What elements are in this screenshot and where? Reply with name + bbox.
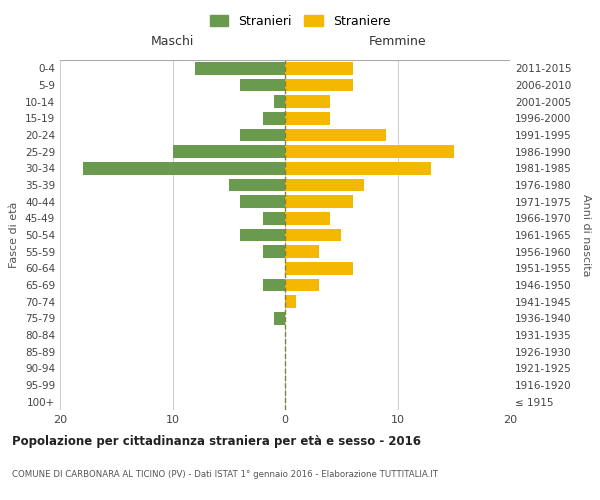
Bar [274,96,285,108]
Bar [263,212,285,224]
Bar [285,262,353,274]
Bar [285,146,454,158]
Bar [195,62,285,74]
Bar [173,146,285,158]
Bar [240,229,285,241]
Bar [240,79,285,92]
Bar [285,179,364,192]
Bar [285,229,341,241]
Bar [263,246,285,258]
Bar [285,112,330,124]
Bar [285,96,330,108]
Bar [240,129,285,141]
Bar [285,296,296,308]
Y-axis label: Fasce di età: Fasce di età [10,202,19,268]
Text: Femmine: Femmine [368,36,427,49]
Bar [83,162,285,174]
Bar [285,79,353,92]
Bar [263,112,285,124]
Bar [274,312,285,324]
Text: Maschi: Maschi [151,36,194,49]
Bar [240,196,285,208]
Bar [285,62,353,74]
Bar [285,196,353,208]
Legend: Stranieri, Straniere: Stranieri, Straniere [206,11,394,32]
Bar [285,129,386,141]
Bar [285,246,319,258]
Bar [229,179,285,192]
Text: Popolazione per cittadinanza straniera per età e sesso - 2016: Popolazione per cittadinanza straniera p… [12,435,421,448]
Y-axis label: Anni di nascita: Anni di nascita [581,194,591,276]
Bar [263,279,285,291]
Bar [285,212,330,224]
Bar [285,162,431,174]
Text: COMUNE DI CARBONARA AL TICINO (PV) - Dati ISTAT 1° gennaio 2016 - Elaborazione T: COMUNE DI CARBONARA AL TICINO (PV) - Dat… [12,470,438,479]
Bar [285,279,319,291]
